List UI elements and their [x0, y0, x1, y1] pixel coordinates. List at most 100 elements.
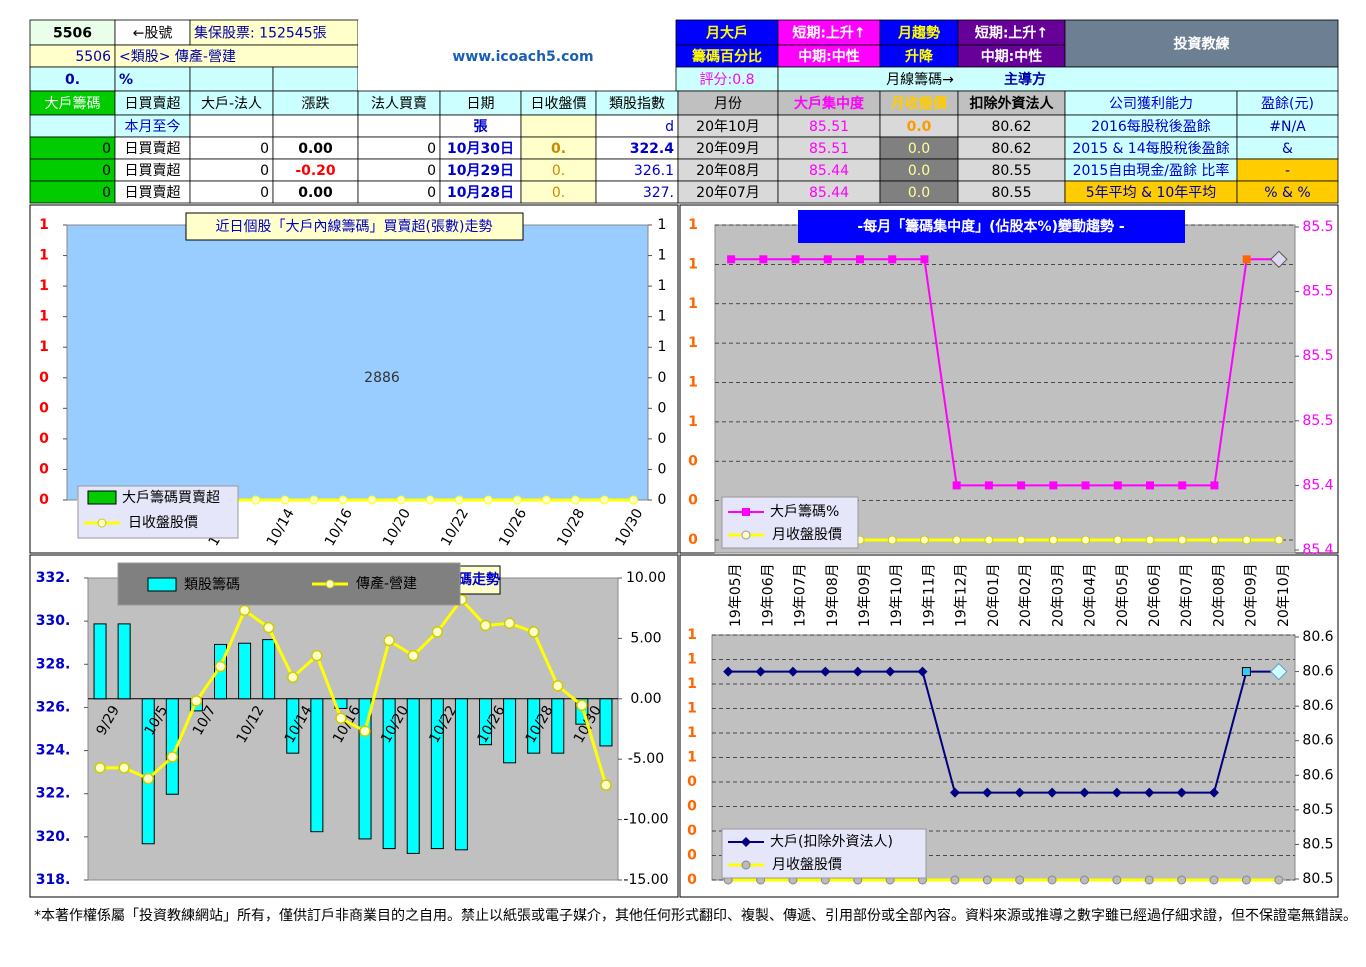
table-text: 20年07月	[696, 185, 760, 201]
table-text: 20年09月	[696, 141, 760, 157]
tick-label: 0	[687, 848, 697, 864]
header-cell	[29, 19, 116, 46]
index-marker	[335, 712, 347, 724]
index-marker	[214, 660, 227, 673]
x-tick-label: 19年10月	[889, 563, 905, 627]
tick-label: 85.5	[1302, 348, 1333, 364]
tick-label: 1	[688, 217, 698, 233]
table-header: 盈餘(元)	[1261, 95, 1314, 112]
x-tick-label: 20年07月	[1179, 563, 1195, 627]
index-marker	[552, 680, 564, 692]
chart-title-box	[185, 212, 524, 241]
header-cell	[1064, 19, 1339, 68]
table-text: 20年08月	[696, 163, 760, 179]
price-marker	[984, 535, 994, 545]
legend-marker	[325, 579, 335, 589]
index-marker	[94, 762, 106, 774]
price-marker	[950, 875, 960, 885]
legend	[721, 496, 859, 549]
index-marker	[383, 634, 395, 647]
bar	[117, 623, 131, 700]
point-marker	[787, 666, 798, 677]
table-cell	[29, 114, 116, 138]
price-marker	[541, 495, 551, 505]
table-text: 327.	[643, 185, 674, 201]
table-text: 85.51	[809, 141, 849, 157]
x-tick-label: 20年10月	[1276, 563, 1292, 627]
tick-label: 1	[39, 248, 49, 264]
footer: *本著作權係屬「投資教練網站」所有，僅供訂戶非商業目的之自用。禁止以紙張或電子媒…	[34, 907, 1357, 924]
table-text: 0	[102, 141, 111, 157]
table-text: 0	[260, 185, 269, 201]
table-text: 85.44	[809, 185, 849, 201]
table-cell	[189, 90, 274, 116]
price-marker	[1241, 875, 1251, 885]
table-text: 0	[427, 185, 436, 201]
tick-label: 1	[687, 725, 697, 741]
point-marker	[755, 666, 766, 677]
price-marker	[367, 495, 377, 505]
price-marker	[1209, 875, 1219, 885]
table-text: 日買賣超	[125, 163, 181, 179]
table-text: 本月至今	[125, 119, 181, 135]
header-text: <類股> 傳產-營建	[119, 48, 236, 65]
point-marker	[856, 255, 864, 264]
bar	[479, 698, 492, 746]
tick-label: -5.00	[628, 751, 664, 767]
tick-label: 324.	[36, 743, 71, 759]
index-marker	[600, 779, 612, 791]
tick-label: 332.	[36, 570, 71, 586]
tick-label: 0	[688, 532, 698, 548]
tick-label: -15.00	[623, 872, 668, 888]
price-marker	[251, 495, 261, 505]
price-marker	[570, 495, 580, 505]
table-header: 大戶集中度	[794, 95, 865, 112]
price-marker	[952, 535, 962, 545]
table-text: 85.44	[809, 163, 849, 179]
table-text: 0	[427, 163, 436, 179]
header-text: 升降	[905, 48, 934, 65]
index-marker	[576, 699, 588, 712]
price-marker	[396, 495, 406, 505]
table-text: 0	[102, 163, 111, 179]
table-text: -	[1285, 163, 1290, 179]
logo: www.icoach5.com	[452, 49, 593, 65]
table-text: 5年平均 & 10年平均	[1086, 185, 1217, 201]
tick-label: 85.5	[1302, 219, 1333, 235]
point-marker	[920, 255, 929, 264]
table-text: 0	[427, 141, 436, 157]
tick-label: 0	[39, 461, 49, 477]
tick-label: 1	[688, 375, 698, 391]
header-text: 評分:0.8	[700, 72, 755, 88]
table-text: 0	[102, 185, 111, 201]
legend-swatch	[87, 490, 117, 505]
table-header: 扣除外資法人	[970, 95, 1055, 112]
price-marker	[982, 875, 992, 885]
tick-label: 318.	[36, 872, 71, 888]
tick-label: 326.	[36, 699, 71, 715]
price-marker	[1177, 535, 1187, 545]
tick-label: 0	[688, 493, 698, 509]
tick-label: 1	[687, 676, 697, 692]
price-marker	[512, 495, 522, 505]
table-cell	[439, 90, 522, 116]
table-header: 漲跌	[302, 96, 330, 112]
tick-label: 0.00	[630, 691, 661, 707]
header-cell	[114, 19, 191, 46]
tick-label: 80.5	[1302, 802, 1333, 818]
point-marker	[949, 787, 960, 798]
price-marker	[1177, 875, 1187, 885]
chart-title: 碼走勢	[457, 571, 500, 588]
price-marker	[1112, 875, 1122, 885]
legend-label: 類股籌碼	[184, 577, 240, 593]
point-marker	[888, 255, 897, 264]
price-marker	[1047, 875, 1057, 885]
tick-label: 0	[39, 492, 49, 508]
table-text: d	[665, 119, 674, 135]
table-text: 0.00	[298, 141, 333, 157]
table-text: 0.0	[908, 141, 930, 157]
point-marker	[1270, 250, 1288, 269]
tick-label: 330.	[36, 613, 71, 629]
table-cell	[1064, 90, 1238, 116]
tick-label: 1	[658, 217, 667, 233]
